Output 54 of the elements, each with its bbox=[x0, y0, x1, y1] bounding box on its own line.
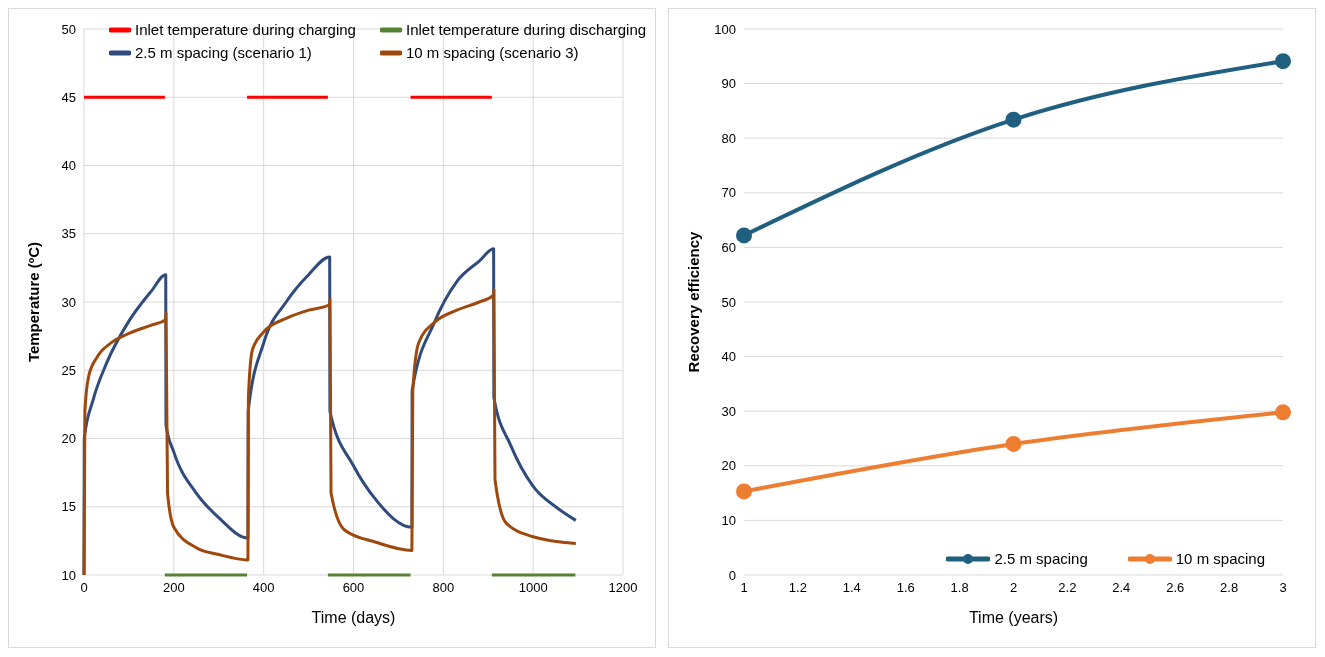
y-tick-label: 100 bbox=[714, 21, 736, 37]
x-tick-label: 1000 bbox=[518, 580, 548, 596]
x-tick-label: 3 bbox=[1279, 580, 1287, 596]
y-tick-label: 30 bbox=[721, 403, 736, 419]
y-tick-label: 15 bbox=[61, 499, 76, 515]
x-tick-label: 2 bbox=[1009, 580, 1018, 596]
y-tick-label: 20 bbox=[61, 431, 76, 447]
x-tick-label: 1.8 bbox=[950, 580, 969, 596]
point bbox=[1275, 53, 1291, 70]
y-tick-label: 40 bbox=[721, 349, 736, 365]
x-tick-label: 600 bbox=[342, 580, 365, 596]
x-tick-label: 1.6 bbox=[896, 580, 915, 596]
point bbox=[736, 227, 752, 244]
x-axis-title: Time (days) bbox=[311, 609, 396, 626]
legend-label: 2.5 m spacing bbox=[994, 550, 1088, 567]
point bbox=[1005, 111, 1022, 128]
y-axis-title: Recovery efficiency bbox=[685, 230, 703, 373]
y-tick-label: 90 bbox=[721, 76, 736, 92]
x-tick-label: 2.4 bbox=[1112, 580, 1131, 596]
y-tick-label: 40 bbox=[61, 158, 76, 174]
point bbox=[736, 483, 752, 500]
x-axis-title: Time (years) bbox=[968, 609, 1059, 626]
x-tick-label: 0 bbox=[80, 580, 88, 596]
y-tick-label: 30 bbox=[61, 294, 76, 310]
x-tick-label: 1.4 bbox=[842, 580, 861, 596]
y-tick-label: 10 bbox=[721, 513, 736, 529]
y-tick-label: 35 bbox=[61, 226, 76, 242]
x-tick-label: 2.6 bbox=[1166, 580, 1185, 596]
y-tick-label: 0 bbox=[728, 567, 736, 583]
x-tick-label: 400 bbox=[252, 580, 275, 596]
y-tick-label: 20 bbox=[721, 458, 736, 474]
legend-label: Inlet temperature during discharging bbox=[405, 21, 647, 38]
x-tick-label: 1200 bbox=[608, 580, 638, 596]
y-tick-label: 10 bbox=[61, 567, 76, 583]
y-tick-label: 50 bbox=[61, 21, 76, 37]
legend-label: 10 m spacing bbox=[1175, 550, 1265, 567]
point bbox=[1275, 404, 1291, 421]
y-tick-label: 70 bbox=[721, 185, 736, 201]
y-axis-title: Temperature (ºC) bbox=[25, 241, 43, 363]
x-tick-label: 1 bbox=[740, 580, 748, 596]
legend-label: Inlet temperature during charging bbox=[135, 21, 356, 38]
x-tick-label: 200 bbox=[162, 580, 185, 596]
legend-label: 2.5 m spacing (scenario 1) bbox=[135, 44, 312, 61]
y-tick-label: 25 bbox=[61, 362, 76, 378]
x-tick-label: 2.2 bbox=[1058, 580, 1077, 596]
y-tick-label: 45 bbox=[61, 89, 76, 105]
x-tick-label: 1.2 bbox=[788, 580, 807, 596]
x-tick-label: 2.8 bbox=[1220, 580, 1239, 596]
y-tick-label: 50 bbox=[721, 294, 736, 310]
legend-label: 10 m spacing (scenario 3) bbox=[405, 44, 579, 61]
point bbox=[1005, 435, 1022, 452]
x-tick-label: 800 bbox=[432, 580, 455, 596]
y-tick-label: 60 bbox=[721, 240, 736, 256]
y-tick-label: 80 bbox=[721, 130, 736, 146]
